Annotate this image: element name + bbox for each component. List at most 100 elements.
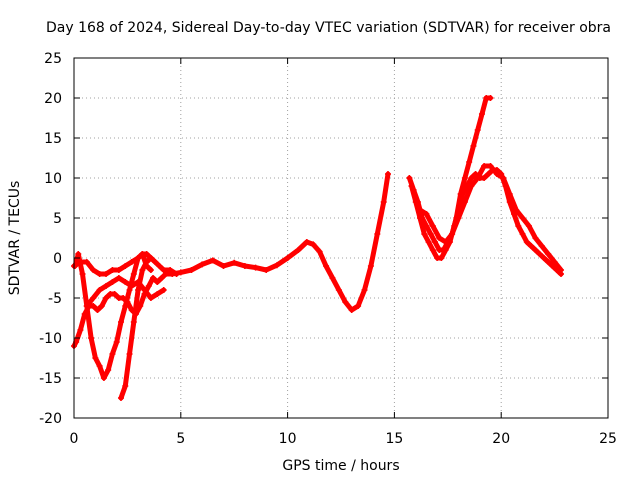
data-point bbox=[109, 267, 116, 273]
data-point bbox=[145, 283, 152, 289]
data-point bbox=[513, 207, 520, 213]
data-point bbox=[425, 239, 432, 245]
data-point bbox=[117, 319, 124, 325]
data-point bbox=[536, 251, 543, 257]
data-point bbox=[209, 257, 216, 264]
data-point bbox=[83, 303, 90, 309]
data-point bbox=[154, 279, 161, 285]
data-point bbox=[335, 287, 342, 293]
data-point bbox=[100, 375, 107, 381]
y-tick-label: 0 bbox=[53, 251, 62, 267]
data-point bbox=[113, 339, 120, 345]
data-point bbox=[188, 267, 195, 273]
data-point bbox=[348, 307, 355, 313]
data-point bbox=[90, 303, 97, 309]
data-point bbox=[423, 211, 430, 217]
data-point bbox=[493, 171, 500, 177]
data-point bbox=[135, 255, 142, 261]
data-point bbox=[109, 351, 116, 357]
data-point bbox=[431, 239, 438, 245]
grid bbox=[74, 58, 608, 418]
data-point bbox=[310, 241, 317, 248]
data-point bbox=[523, 239, 530, 245]
data-point bbox=[141, 287, 148, 293]
data-point bbox=[130, 319, 137, 325]
data-point bbox=[316, 248, 323, 255]
data-point bbox=[417, 215, 424, 221]
data-point bbox=[263, 267, 270, 273]
data-point bbox=[147, 267, 154, 273]
x-tick-label: 0 bbox=[70, 431, 79, 447]
data-point bbox=[273, 262, 280, 269]
data-point bbox=[436, 235, 443, 241]
data-point bbox=[241, 263, 248, 269]
data-point bbox=[461, 175, 468, 181]
data-point bbox=[355, 303, 362, 309]
y-tick-label: -15 bbox=[39, 371, 62, 387]
data-point bbox=[485, 171, 492, 177]
series-trace bbox=[118, 255, 179, 401]
data-point bbox=[103, 295, 110, 301]
data-point bbox=[551, 259, 558, 265]
data-point bbox=[303, 239, 310, 245]
data-point bbox=[111, 291, 118, 297]
data-point bbox=[115, 275, 122, 281]
data-point bbox=[449, 231, 456, 237]
data-point bbox=[147, 295, 154, 301]
data-point bbox=[90, 267, 97, 273]
y-tick-label: 25 bbox=[44, 51, 62, 67]
data-point bbox=[438, 255, 445, 261]
x-axis-label: GPS time / hours bbox=[282, 458, 399, 474]
data-point bbox=[115, 267, 122, 273]
ticks bbox=[73, 57, 609, 419]
y-tick-labels: -20 -15 -10 -5 0 5 10 15 20 25 bbox=[39, 51, 62, 427]
series-sat-e bbox=[83, 275, 167, 309]
data-point bbox=[128, 283, 135, 289]
data-point bbox=[231, 259, 238, 266]
data-point bbox=[429, 247, 436, 253]
data-point bbox=[406, 175, 413, 181]
data-point bbox=[143, 251, 150, 257]
data-point bbox=[126, 351, 133, 357]
x-tick-labels: 0 5 10 15 20 25 bbox=[70, 431, 617, 447]
data-point bbox=[506, 191, 513, 197]
data-point bbox=[122, 263, 129, 269]
y-tick-label: 20 bbox=[44, 91, 62, 107]
data-point bbox=[199, 261, 206, 268]
data-point bbox=[429, 223, 436, 229]
data-point bbox=[380, 199, 387, 205]
data-point bbox=[154, 291, 161, 297]
data-point bbox=[135, 279, 142, 285]
data-point bbox=[478, 111, 485, 117]
x-tick-label: 25 bbox=[599, 431, 617, 447]
data-point bbox=[427, 231, 434, 237]
data-point bbox=[220, 263, 227, 269]
data-point bbox=[156, 263, 163, 269]
data-point bbox=[147, 255, 154, 261]
x-tick-label: 15 bbox=[385, 431, 403, 447]
y-axis-label: SDTVAR / TECUs bbox=[7, 181, 23, 296]
data-point bbox=[152, 259, 159, 265]
data-point bbox=[545, 251, 552, 257]
data-point bbox=[96, 363, 103, 369]
data-point bbox=[532, 247, 539, 253]
data-point bbox=[500, 175, 507, 181]
data-point bbox=[90, 295, 97, 301]
data-point bbox=[139, 267, 146, 273]
y-tick-label: -10 bbox=[39, 331, 62, 347]
data-point bbox=[167, 267, 174, 273]
data-point bbox=[122, 279, 129, 285]
x-tick-label: 20 bbox=[492, 431, 510, 447]
data-point bbox=[83, 259, 90, 265]
y-tick-label: 15 bbox=[44, 131, 62, 147]
data-point bbox=[252, 264, 259, 271]
data-point bbox=[367, 263, 374, 269]
data-point bbox=[421, 231, 428, 237]
data-point bbox=[342, 299, 349, 305]
data-point bbox=[540, 255, 547, 261]
data-point bbox=[130, 271, 137, 277]
data-point bbox=[461, 199, 468, 205]
series-sat-h bbox=[417, 163, 565, 273]
data-point bbox=[117, 395, 124, 401]
